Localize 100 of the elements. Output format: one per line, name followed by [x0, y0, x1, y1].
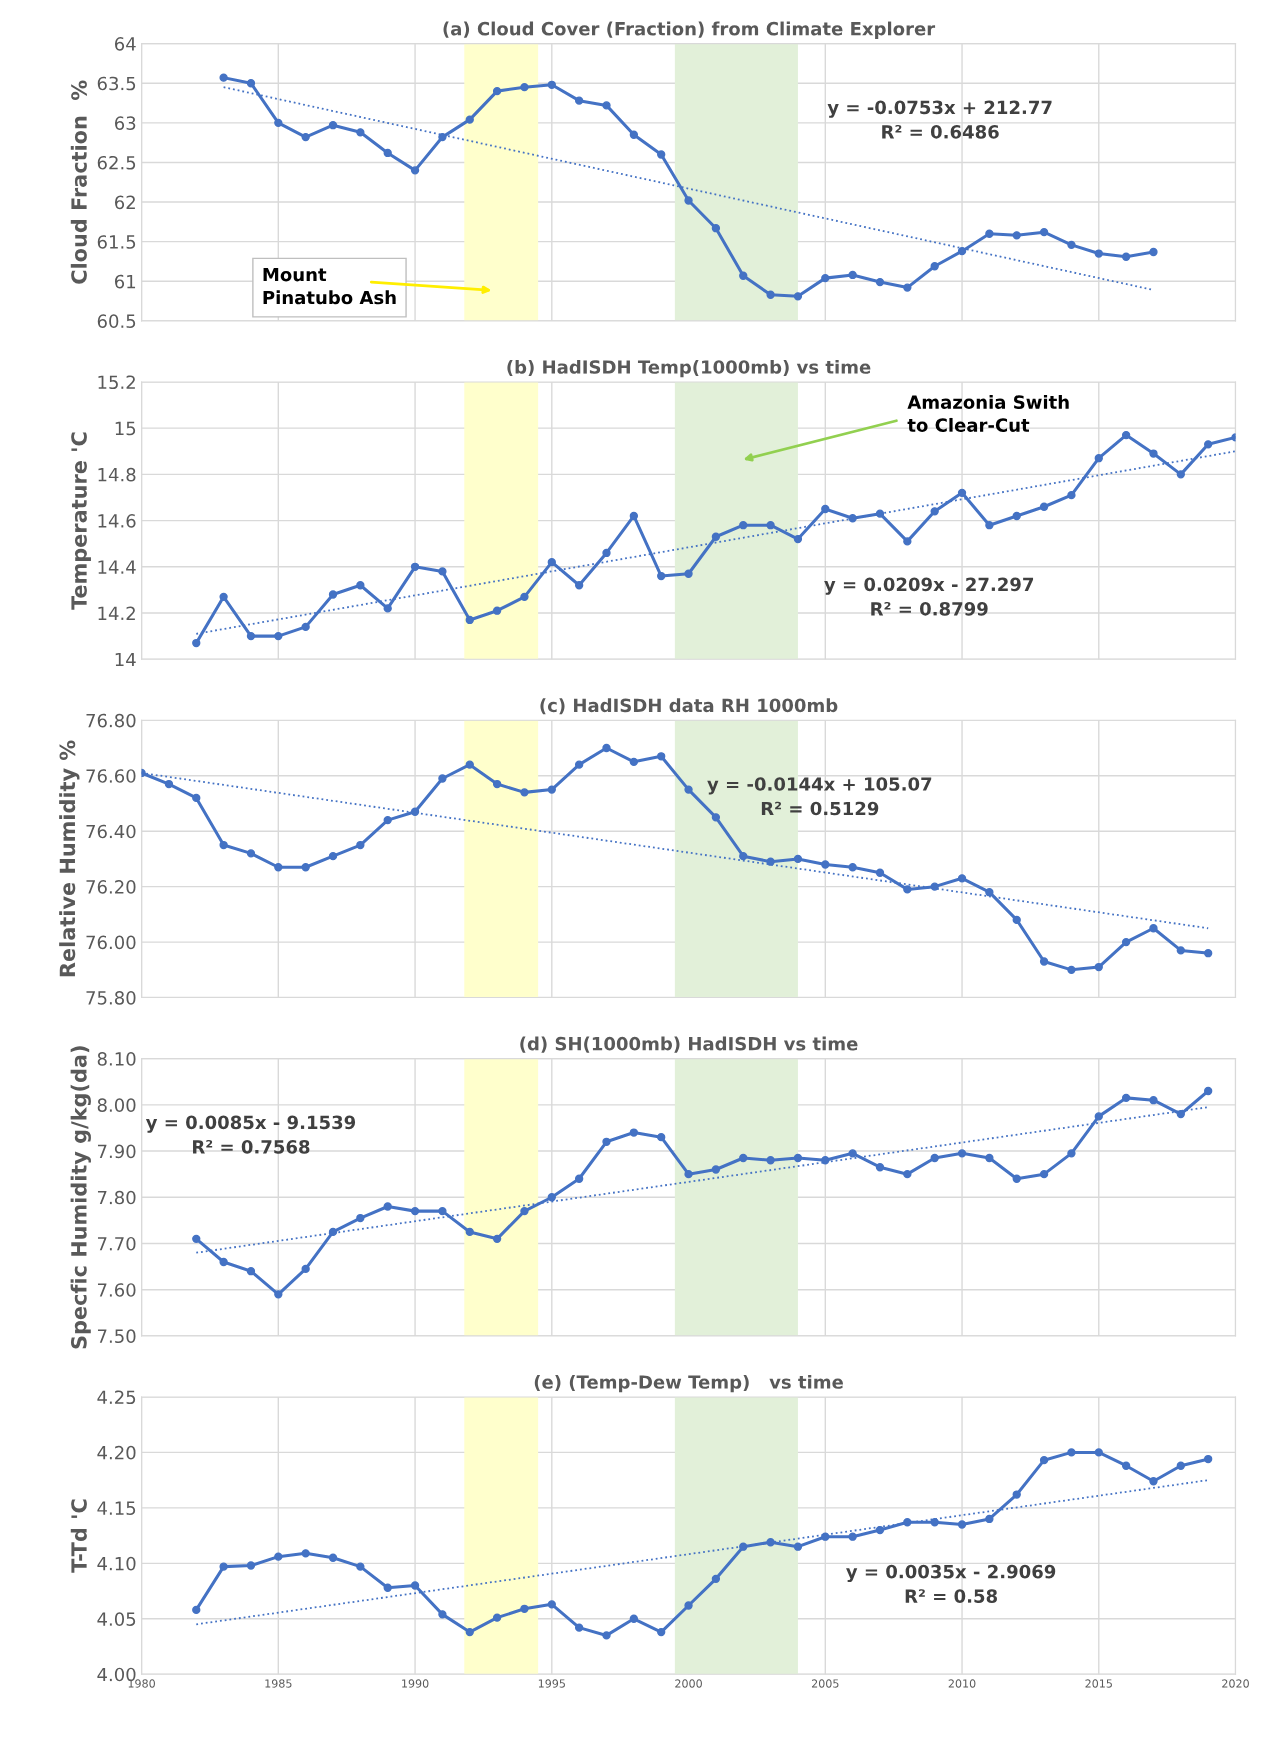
- point: [875, 509, 885, 518]
- point: [739, 851, 748, 861]
- point: [848, 1532, 857, 1541]
- point: [684, 196, 693, 205]
- y-tick-label: 76.60: [86, 769, 136, 783]
- point: [410, 562, 420, 571]
- point: [219, 73, 228, 82]
- point: [821, 273, 830, 283]
- point: [246, 631, 256, 641]
- point: [1149, 924, 1158, 933]
- point: [657, 1133, 666, 1142]
- point: [328, 121, 338, 130]
- point: [192, 793, 201, 803]
- point: [1094, 454, 1103, 463]
- point: [520, 1206, 529, 1216]
- x-tick-label: 1995: [538, 1679, 565, 1688]
- point: [547, 785, 556, 794]
- point: [1094, 1112, 1103, 1121]
- point: [739, 1153, 748, 1163]
- point: [301, 1549, 310, 1558]
- point: [301, 132, 310, 142]
- point: [766, 290, 775, 299]
- point: [957, 874, 967, 883]
- point: [465, 615, 474, 625]
- point: [1149, 1096, 1158, 1105]
- point: [1204, 949, 1213, 958]
- point: [684, 785, 693, 794]
- point: [520, 592, 529, 602]
- point: [1067, 240, 1076, 250]
- point: [574, 1623, 584, 1632]
- point: [1067, 490, 1076, 500]
- point: [848, 863, 857, 872]
- point: [410, 1206, 420, 1216]
- point: [547, 1193, 556, 1202]
- point: [985, 1514, 994, 1524]
- point: [875, 868, 885, 877]
- chart-title: (b) HadISDH Temp(1000mb) vs time: [507, 359, 871, 378]
- point: [301, 863, 310, 872]
- point: [274, 863, 283, 872]
- point: [821, 504, 830, 514]
- x-tick-label: 2020: [1222, 1679, 1249, 1688]
- point: [657, 1627, 666, 1637]
- annotation: y = 0.0209x - 27.297 R² = 0.8799: [824, 577, 1034, 616]
- point: [1012, 1490, 1021, 1499]
- point: [438, 1206, 447, 1216]
- y-tick-label: 62.5: [97, 155, 136, 170]
- point: [1204, 440, 1213, 449]
- point: [875, 1525, 885, 1535]
- point: [383, 1202, 392, 1211]
- point: [301, 1264, 310, 1274]
- point: [1067, 965, 1076, 975]
- point: [957, 1149, 967, 1158]
- chart-title: (e) (Temp-Dew Temp) vs time: [534, 1374, 843, 1393]
- y-tick-label: 7.60: [97, 1283, 136, 1297]
- y-axis-title: T-Td 'C: [70, 1499, 87, 1573]
- y-tick-label: 61: [114, 274, 136, 289]
- y-tick-label: 14.6: [98, 514, 136, 528]
- point: [465, 1627, 474, 1637]
- point: [930, 262, 939, 271]
- point: [465, 760, 474, 769]
- y-tick-label: 14: [115, 652, 136, 667]
- point: [711, 224, 721, 233]
- point: [438, 132, 447, 142]
- y-tick-label: 15: [115, 421, 136, 436]
- point: [1121, 937, 1131, 947]
- x-tick-label: 2005: [811, 1679, 839, 1688]
- point: [684, 569, 693, 578]
- point: [711, 532, 721, 541]
- point: [574, 1174, 584, 1183]
- point: [492, 606, 502, 615]
- point: [1149, 247, 1158, 257]
- point: [1176, 1461, 1185, 1470]
- y-tick-label: 75.80: [86, 991, 136, 1005]
- point: [246, 79, 256, 88]
- point: [903, 537, 912, 546]
- y-axis-title: Specfic Humidity g/kg(da): [70, 1046, 91, 1349]
- y-tick-label: 76.40: [86, 824, 136, 839]
- point: [492, 1234, 502, 1244]
- point: [657, 571, 666, 581]
- point: [711, 1165, 721, 1174]
- point: [438, 567, 447, 576]
- y-tick-label: 8.10: [97, 1052, 136, 1066]
- point: [520, 788, 529, 797]
- point: [547, 80, 556, 89]
- point: [520, 83, 529, 92]
- point: [383, 148, 392, 158]
- point: [574, 96, 584, 105]
- point: [1204, 1086, 1213, 1096]
- x-tick-label: 1985: [265, 1679, 292, 1688]
- point: [547, 1600, 556, 1609]
- point: [438, 774, 447, 783]
- chart-title: (d) SH(1000mb) HadISDH vs time: [520, 1036, 858, 1053]
- point: [875, 277, 885, 287]
- y-tick-label: 14.2: [98, 606, 135, 620]
- point: [629, 511, 639, 521]
- point: [793, 534, 803, 544]
- y-tick-label: 7.90: [97, 1144, 136, 1159]
- y-tick-label: 63: [114, 116, 136, 130]
- point: [957, 1520, 967, 1529]
- point: [903, 1169, 912, 1179]
